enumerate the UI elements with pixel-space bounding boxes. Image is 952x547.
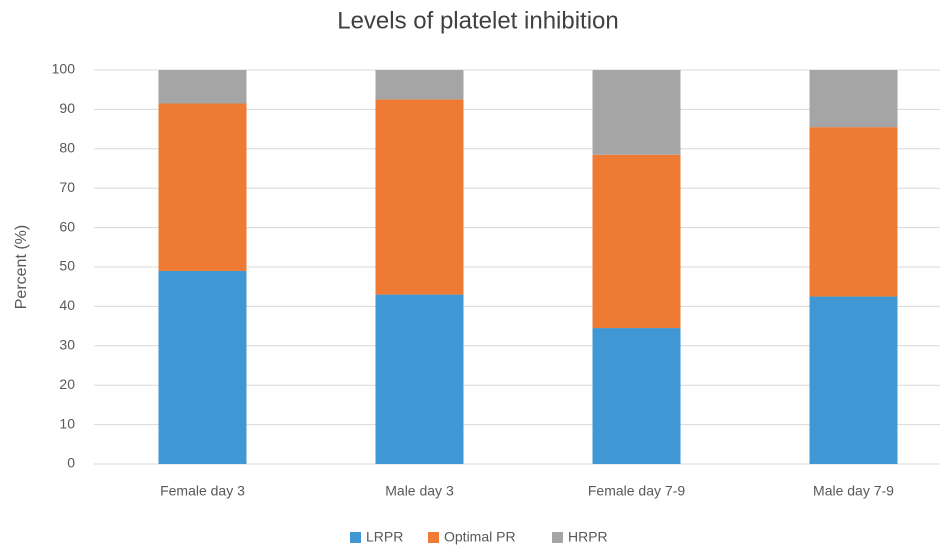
- y-tick-label: 10: [59, 415, 75, 431]
- y-tick-label: 90: [59, 100, 75, 116]
- y-tick-label: 80: [59, 140, 75, 156]
- bar-segment: [375, 294, 464, 464]
- x-tick-label: Male day 7-9: [813, 483, 894, 499]
- y-tick-label: 30: [59, 337, 75, 353]
- y-axis-label: Percent (%): [13, 225, 30, 309]
- legend-label: LRPR: [366, 529, 403, 545]
- y-tick-label: 60: [59, 218, 75, 234]
- x-tick-label: Female day 7-9: [588, 483, 685, 499]
- bar-segment: [158, 270, 247, 464]
- legend-swatch: [552, 532, 563, 543]
- x-tick-label: Male day 3: [385, 483, 454, 499]
- y-tick-label: 0: [67, 455, 75, 471]
- chart-title: Levels of platelet inhibition: [337, 7, 619, 34]
- bar-segment: [809, 296, 898, 464]
- bar-segment: [158, 70, 247, 104]
- x-tick-label: Female day 3: [160, 483, 245, 499]
- y-tick-label: 20: [59, 376, 75, 392]
- bar-segment: [809, 70, 898, 128]
- bar-segment: [592, 328, 681, 464]
- legend-swatch: [428, 532, 439, 543]
- y-tick-label: 100: [52, 61, 76, 77]
- bar-segment: [158, 103, 247, 271]
- bar-segment: [592, 70, 681, 155]
- legend-label: Optimal PR: [444, 529, 516, 545]
- y-tick-label: 40: [59, 297, 75, 313]
- bar-segment: [809, 127, 898, 297]
- legend-label: HRPR: [568, 529, 608, 545]
- y-tick-label: 50: [59, 258, 75, 274]
- bar-segment: [375, 99, 464, 295]
- y-tick-label: 70: [59, 179, 75, 195]
- legend-swatch: [350, 532, 361, 543]
- bar-segment: [375, 70, 464, 100]
- bar-segment: [592, 154, 681, 329]
